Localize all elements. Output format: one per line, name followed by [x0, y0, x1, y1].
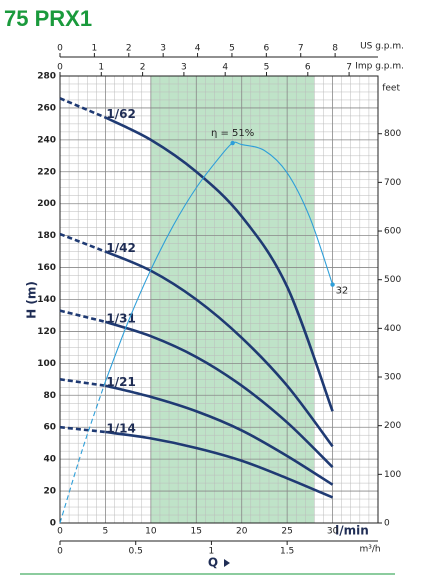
- curve: [104, 141, 334, 382]
- y2-tick-label: 500: [384, 275, 401, 285]
- x2-tick-label: 0.5: [129, 547, 143, 557]
- top-tick-label: 6: [305, 63, 311, 73]
- y2-axis-label: feet: [382, 84, 400, 94]
- top-tick-label: 1: [98, 63, 104, 73]
- efficiency-label: 32: [336, 286, 349, 297]
- top-tick-label: 4: [222, 63, 228, 73]
- curve: [104, 250, 334, 448]
- x-tick-label: 25: [281, 527, 292, 537]
- curve: [59, 232, 106, 253]
- top-tick-label: 7: [346, 63, 352, 73]
- top-axis-label: US g.p.m.: [360, 42, 404, 52]
- y-tick-label: 180: [37, 231, 56, 241]
- y-tick-label: 160: [37, 263, 56, 273]
- x-axis-label: Q: [208, 556, 218, 570]
- curve: [105, 320, 334, 469]
- efficiency-label: η = 51%: [211, 128, 254, 139]
- curve-label: 1/62: [106, 107, 135, 121]
- x2-tick-label: 1.5: [280, 547, 294, 557]
- chart-title: 75 PRX1: [4, 6, 92, 31]
- top-tick-label: 2: [140, 63, 146, 73]
- y-tick-label: 40: [43, 455, 56, 465]
- x-tick-label: 5: [103, 527, 109, 537]
- y-tick-label: 120: [37, 327, 56, 337]
- curve: [105, 430, 334, 499]
- y2-tick-label: 200: [384, 421, 401, 431]
- curve-label: 1/14: [106, 422, 135, 436]
- curve: [59, 381, 106, 524]
- y2-tick-label: 0: [384, 519, 390, 529]
- top-tick-label: 6: [263, 44, 269, 54]
- y2-tick-label: 400: [384, 324, 401, 334]
- top-axis-label: Imp g.p.m.: [355, 62, 404, 72]
- top-tick-label: 3: [160, 44, 166, 54]
- x-tick-label: 20: [236, 527, 248, 537]
- efficiency-point: [330, 282, 335, 287]
- curve: [59, 309, 106, 324]
- y-tick-label: 220: [37, 167, 56, 177]
- y-tick-label: 80: [43, 391, 56, 401]
- y-tick-label: 260: [37, 103, 56, 113]
- curve: [59, 378, 106, 387]
- curve: [105, 384, 334, 486]
- curve: [104, 116, 334, 412]
- arrow: [224, 559, 230, 567]
- y2-tick-label: 800: [384, 129, 401, 139]
- top-tick-label: 0: [57, 63, 63, 73]
- y-tick-label: 280: [37, 72, 56, 82]
- x2-tick-label: 1: [209, 547, 215, 557]
- top-tick-label: 8: [332, 44, 338, 54]
- efficiency-point: [230, 140, 235, 146]
- x-tick-label: 15: [191, 527, 202, 537]
- x-tick-label: 10: [145, 527, 157, 537]
- y2-tick-label: 700: [384, 178, 401, 188]
- curve-label: 1/21: [106, 375, 135, 389]
- x-unit-label: l/min: [335, 524, 369, 538]
- y-tick-label: 0: [50, 519, 56, 529]
- top-tick-label: 5: [229, 44, 235, 54]
- y2-tick-label: 300: [384, 373, 401, 383]
- y2-tick-label: 600: [384, 227, 401, 237]
- x2-axis-label: m³/h: [359, 545, 380, 555]
- y-tick-label: 20: [43, 487, 56, 497]
- top-tick-label: 4: [195, 44, 201, 54]
- top-tick-label: 3: [181, 63, 187, 73]
- y-tick-label: 60: [43, 423, 56, 433]
- top-tick-label: 7: [298, 44, 304, 54]
- top-tick-label: 2: [126, 44, 132, 54]
- plot-frame: [59, 75, 379, 524]
- y-axis-label: H (m): [25, 281, 39, 319]
- x-tick-label: 0: [57, 527, 63, 537]
- y-tick-label: 240: [37, 135, 56, 145]
- x2-tick-label: 0: [57, 547, 63, 557]
- y-tick-label: 140: [37, 295, 56, 305]
- curve: [59, 425, 106, 434]
- top-tick-label: 0: [57, 44, 63, 54]
- top-tick-label: 1: [92, 44, 98, 54]
- x-tick-label: 30: [327, 527, 339, 537]
- top-tick-label: 5: [264, 63, 270, 73]
- y-tick-label: 200: [37, 199, 56, 209]
- y2-tick-label: 100: [384, 470, 401, 480]
- curve: [59, 97, 106, 119]
- y-tick-label: 100: [37, 359, 56, 369]
- curve-label: 1/42: [106, 241, 135, 255]
